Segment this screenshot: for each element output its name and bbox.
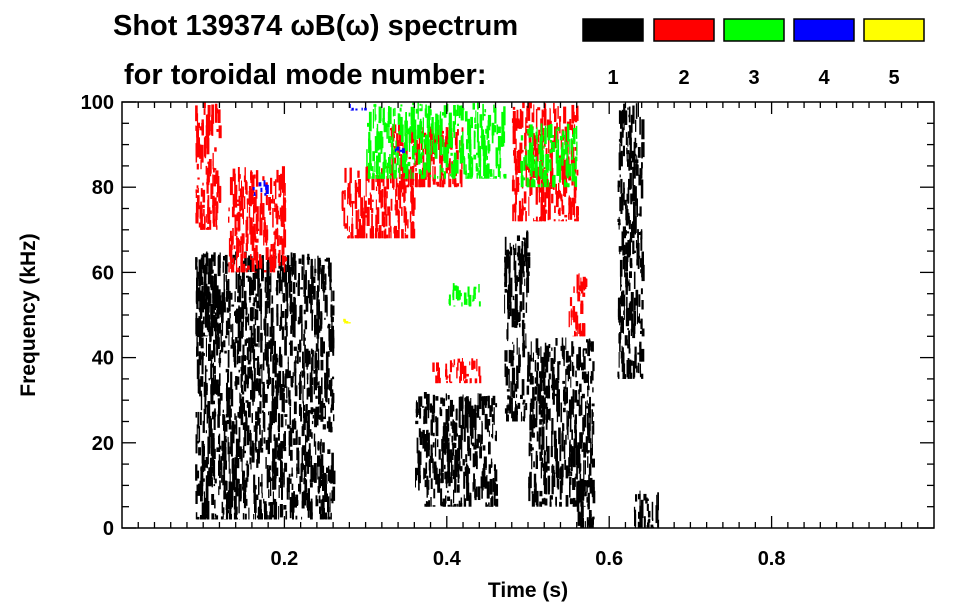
- mode-2-region-4: [432, 358, 482, 384]
- legend-swatch-mode-4: [793, 18, 855, 42]
- mode-4-series: [252, 103, 405, 196]
- mode-5-series: [343, 318, 351, 324]
- legend-label-mode-1: 1: [607, 67, 618, 89]
- mode-4-region-1: [349, 103, 367, 111]
- legend-label-mode-5: 5: [888, 67, 899, 89]
- legend-label-mode-3: 3: [748, 67, 759, 89]
- axis-ticks: 0.2 0.4 0.6 0.8 0 20 40 60 80 100: [81, 92, 934, 570]
- mode-2-region-6: [568, 273, 588, 337]
- mode-1-region-3: [503, 230, 531, 422]
- mode-1-region-6: [617, 102, 645, 379]
- y-tick-label: 60: [92, 262, 114, 284]
- mode-1-region-2: [415, 392, 499, 507]
- mode-1-series: [195, 102, 660, 528]
- legend-swatch-mode-1: [582, 18, 644, 42]
- y-tick-label: 0: [103, 518, 114, 540]
- mode-3-region-1: [448, 283, 481, 307]
- y-tick-label: 40: [92, 348, 114, 370]
- legend: 1 2 3 4 5: [582, 18, 925, 89]
- x-tick-label: 0.8: [758, 548, 786, 570]
- x-tick-label: 0.6: [595, 548, 623, 570]
- y-tick-label: 80: [92, 177, 114, 199]
- legend-label-mode-4: 4: [818, 67, 830, 89]
- legend-swatch-mode-5: [863, 18, 925, 42]
- mode-2-region-2: [341, 165, 416, 239]
- legend-label-mode-2: 2: [678, 67, 689, 89]
- x-tick-label: 0.2: [270, 548, 298, 570]
- y-tick-label: 20: [92, 433, 114, 455]
- mode-3-region-0: [366, 102, 507, 179]
- mode-4-region-0: [252, 180, 271, 196]
- mode-1-region-7: [633, 490, 660, 528]
- mode-5-region-0: [343, 318, 351, 324]
- mode-2-region-0: [195, 102, 222, 230]
- legend-swatch-mode-2: [653, 18, 715, 42]
- x-axis-label: Time (s): [488, 579, 568, 602]
- mode-3-region-2: [520, 123, 578, 188]
- mode-2-region-1: [228, 166, 288, 273]
- chart-title-line1: Shot 139374 ωB(ω) spectrum: [113, 10, 518, 42]
- spectrogram-marks: [195, 102, 660, 528]
- legend-swatch-mode-3: [723, 18, 785, 42]
- mode-4-region-2: [394, 146, 405, 154]
- mode-1-region-5: [576, 479, 596, 528]
- mode-3-series: [366, 102, 578, 307]
- x-tick-label: 0.4: [433, 548, 462, 570]
- mode-1-region-4: [528, 337, 595, 507]
- mode-1-region-1: [195, 251, 336, 520]
- y-axis-label: Frequency (kHz): [17, 233, 40, 396]
- y-tick-label: 100: [81, 92, 114, 114]
- chart-title-line2: for toroidal mode number:: [124, 59, 487, 91]
